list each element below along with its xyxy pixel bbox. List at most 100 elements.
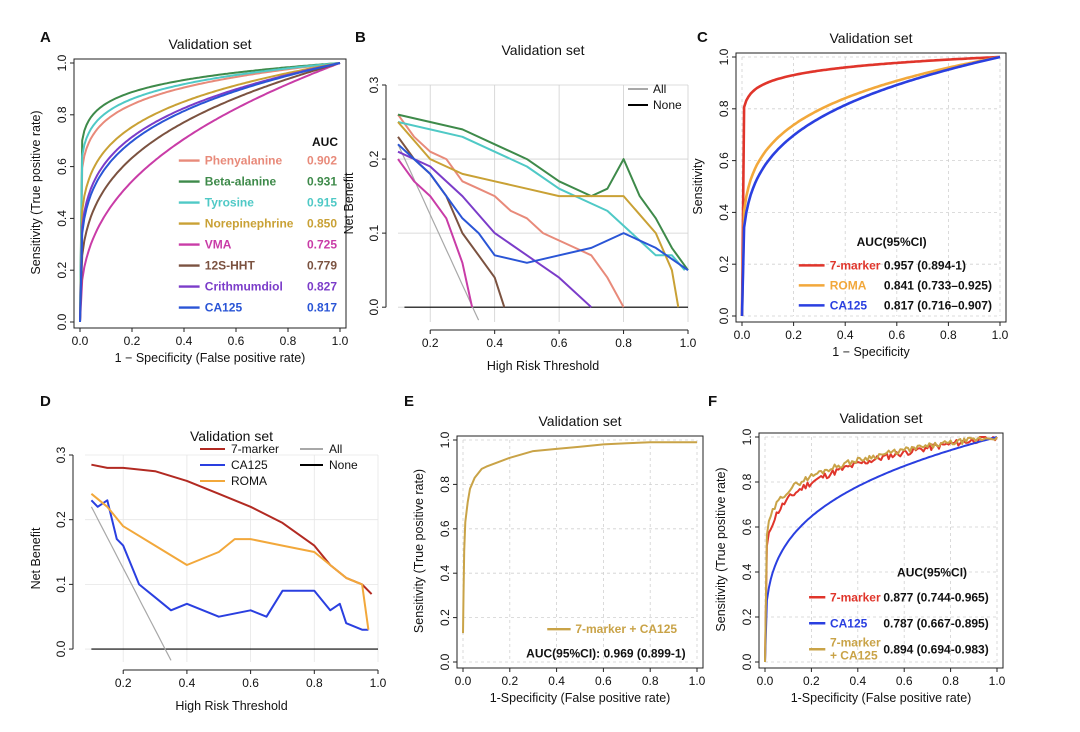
panel-b-y-tick-label: 0.3 [367,76,381,93]
panel-d-x-tick-label: 0.8 [306,676,323,690]
panel-d-letter: D [40,393,51,410]
panel-b-legend-label: None [653,98,682,112]
panel-b-series-crithmumdiol [397,150,592,308]
panel-c-x-axis-label: 1 − Specificity [832,345,910,359]
panel-a-series-ca125 [79,62,341,323]
panel-b: B Validation set 0.2 0.4 0.6 0.8 1.0 0.0 0.1 0.2 0… [342,29,697,373]
panel-d-y-axis-label: Net Benefit [29,527,43,589]
panel-a-legend-name: Beta-alanine [205,175,277,189]
panel-f-y-tick-label: 0.0 [740,653,754,670]
panel-d-x-tick-label: 0.2 [115,676,132,690]
panel-c-x-tick-label: 0.2 [785,328,802,342]
panel-a-legend-header: AUC [312,135,338,149]
panel-d-title: Validation set [190,428,273,444]
panel-b-x-tick-label: 1.0 [680,336,697,350]
panel-d-series-roma [90,493,370,630]
panel-d-y-tick-label: 0.2 [54,511,68,528]
panel-c-x-tick-label: 1.0 [992,328,1009,342]
panel-a-legend-auc: 0.827 [307,280,337,294]
panel-e-letter: E [404,393,414,410]
panel-e-series-7-marker-ca125 [462,441,697,634]
panel-e-y-tick-label: 0.2 [438,609,452,626]
panel-f-frame [758,432,1004,669]
panel-c-x-tick-label: 0.4 [837,328,854,342]
panel-f-legend-name: CA125 [830,616,868,630]
panel-f-x-tick-label: 0.8 [942,674,959,688]
panel-b-y-tick-label: 0.2 [367,150,381,167]
panel-b-y-tick-label: 0.1 [367,224,381,241]
panel-d-legend-label: CA125 [231,458,268,472]
panel-c-y-tick-label: 0.4 [717,204,731,221]
panel-f-x-tick-label: 0.2 [803,674,820,688]
panel-a-series-norepinephrine [79,62,341,323]
panel-f-legend-header: AUC(95%CI) [897,566,967,580]
panel-e-x-tick-label: 0.2 [501,674,518,688]
panel-b-all-line [397,144,480,321]
panel-a-y-tick-label: 0.2 [55,262,69,279]
panel-a-legend-auc: 0.850 [307,217,337,231]
panel-c-series-roma [740,55,1001,317]
panel-a-legend-auc: 0.931 [307,175,337,189]
panel-c-y-tick-label: 0.2 [717,256,731,273]
panel-d-x-tick-label: 1.0 [370,676,387,690]
panel-a-series-vma [79,62,341,323]
panel-b-series-ca125 [397,143,689,272]
panel-f-series-ca125 [764,436,998,663]
panel-a-y-tick-label: 0.6 [55,158,69,175]
panel-f-legend-auc: 0.894 (0.694-0.983) [883,642,988,656]
panel-d-legend-label: ROMA [231,474,267,488]
panel-a-x-tick-label: 1.0 [332,334,349,348]
panel-a-x-tick-label: 0.4 [176,334,193,348]
panel-e-y-tick-label: 0.8 [438,476,452,493]
panel-b-series-phenyalanine [397,114,625,308]
panel-b-series-vma [397,158,474,308]
panel-f-x-tick-label: 0.4 [849,674,866,688]
panel-a-x-axis-label: 1 − Specificity (False positive rate) [115,351,306,365]
panel-d-y-tick-label: 0.3 [54,446,68,463]
panel-a-y-tick-label: 0.0 [55,313,69,330]
panel-a-legend-name: Tyrosine [205,196,254,210]
panel-d-x-tick-label: 0.6 [242,676,259,690]
panel-c-legend-auc: 0.841 (0.733–0.925) [884,278,992,292]
panel-d-x-tick-label: 0.4 [179,676,196,690]
panel-e-x-tick-label: 0.4 [548,674,565,688]
panel-f-y-tick-label: 0.4 [740,563,754,580]
panel-c-y-tick-label: 0.8 [717,100,731,117]
panel-a-y-axis-label: Sensitivity (True positive rate) [29,110,43,274]
panel-c-y-tick-label: 1.0 [717,48,731,65]
panel-a-x-tick-label: 0.6 [228,334,245,348]
panel-c-x-tick-label: 0.8 [940,328,957,342]
panel-c-x-tick-label: 0.6 [888,328,905,342]
panel-d-y-tick-label: 0.1 [54,576,68,593]
panel-a-legend-name: 12S-HHT [205,259,256,273]
panel-f-y-tick-label: 0.2 [740,608,754,625]
panel-b-series-12s-hht [397,136,506,308]
panel-f-series-7-marker-ca125 [764,436,998,663]
panel-f-y-tick-label: 1.0 [740,428,754,445]
panel-c-y-axis-label: Sensitivity [691,158,705,215]
panel-d-legend-label: 7-marker [231,442,279,456]
panel-c-title: Validation set [829,30,912,46]
panel-c-legend-header: AUC(95%CI) [857,235,927,249]
panel-c-legend-name: 7-marker [830,258,881,272]
panel-c-legend-auc: 0.957 (0.894-1) [884,258,966,272]
panel-e: E Validation set 0.0 0.2 0.4 0.6 0.8 1.0 0.0 0.2 0… [404,393,706,705]
panel-a-legend-name: Norepinephrine [205,217,294,231]
panel-f-legend-name: + CA125 [830,648,878,662]
panel-e-auc-text: AUC(95%CI): 0.969 (0.899-1) [526,647,685,661]
panel-f-series-7-marker [764,436,998,663]
panel-e-legend-name: 7-marker + CA125 [575,622,677,636]
panel-e-x-tick-label: 0.8 [642,674,659,688]
panel-e-x-tick-label: 0.6 [595,674,612,688]
panel-e-y-tick-label: 0.6 [438,520,452,537]
panel-a-x-tick-label: 0.0 [72,334,89,348]
panel-a-legend-auc: 0.817 [307,301,337,315]
panel-a-legend-auc: 0.725 [307,238,337,252]
panel-f-letter: F [708,393,717,410]
panel-b-x-tick-label: 0.8 [615,336,632,350]
panel-a-legend-name: Crithmumdiol [205,280,283,294]
panel-a-y-tick-label: 1.0 [55,54,69,71]
panel-b-letter: B [355,29,366,46]
panel-a-legend-auc: 0.902 [307,154,337,168]
